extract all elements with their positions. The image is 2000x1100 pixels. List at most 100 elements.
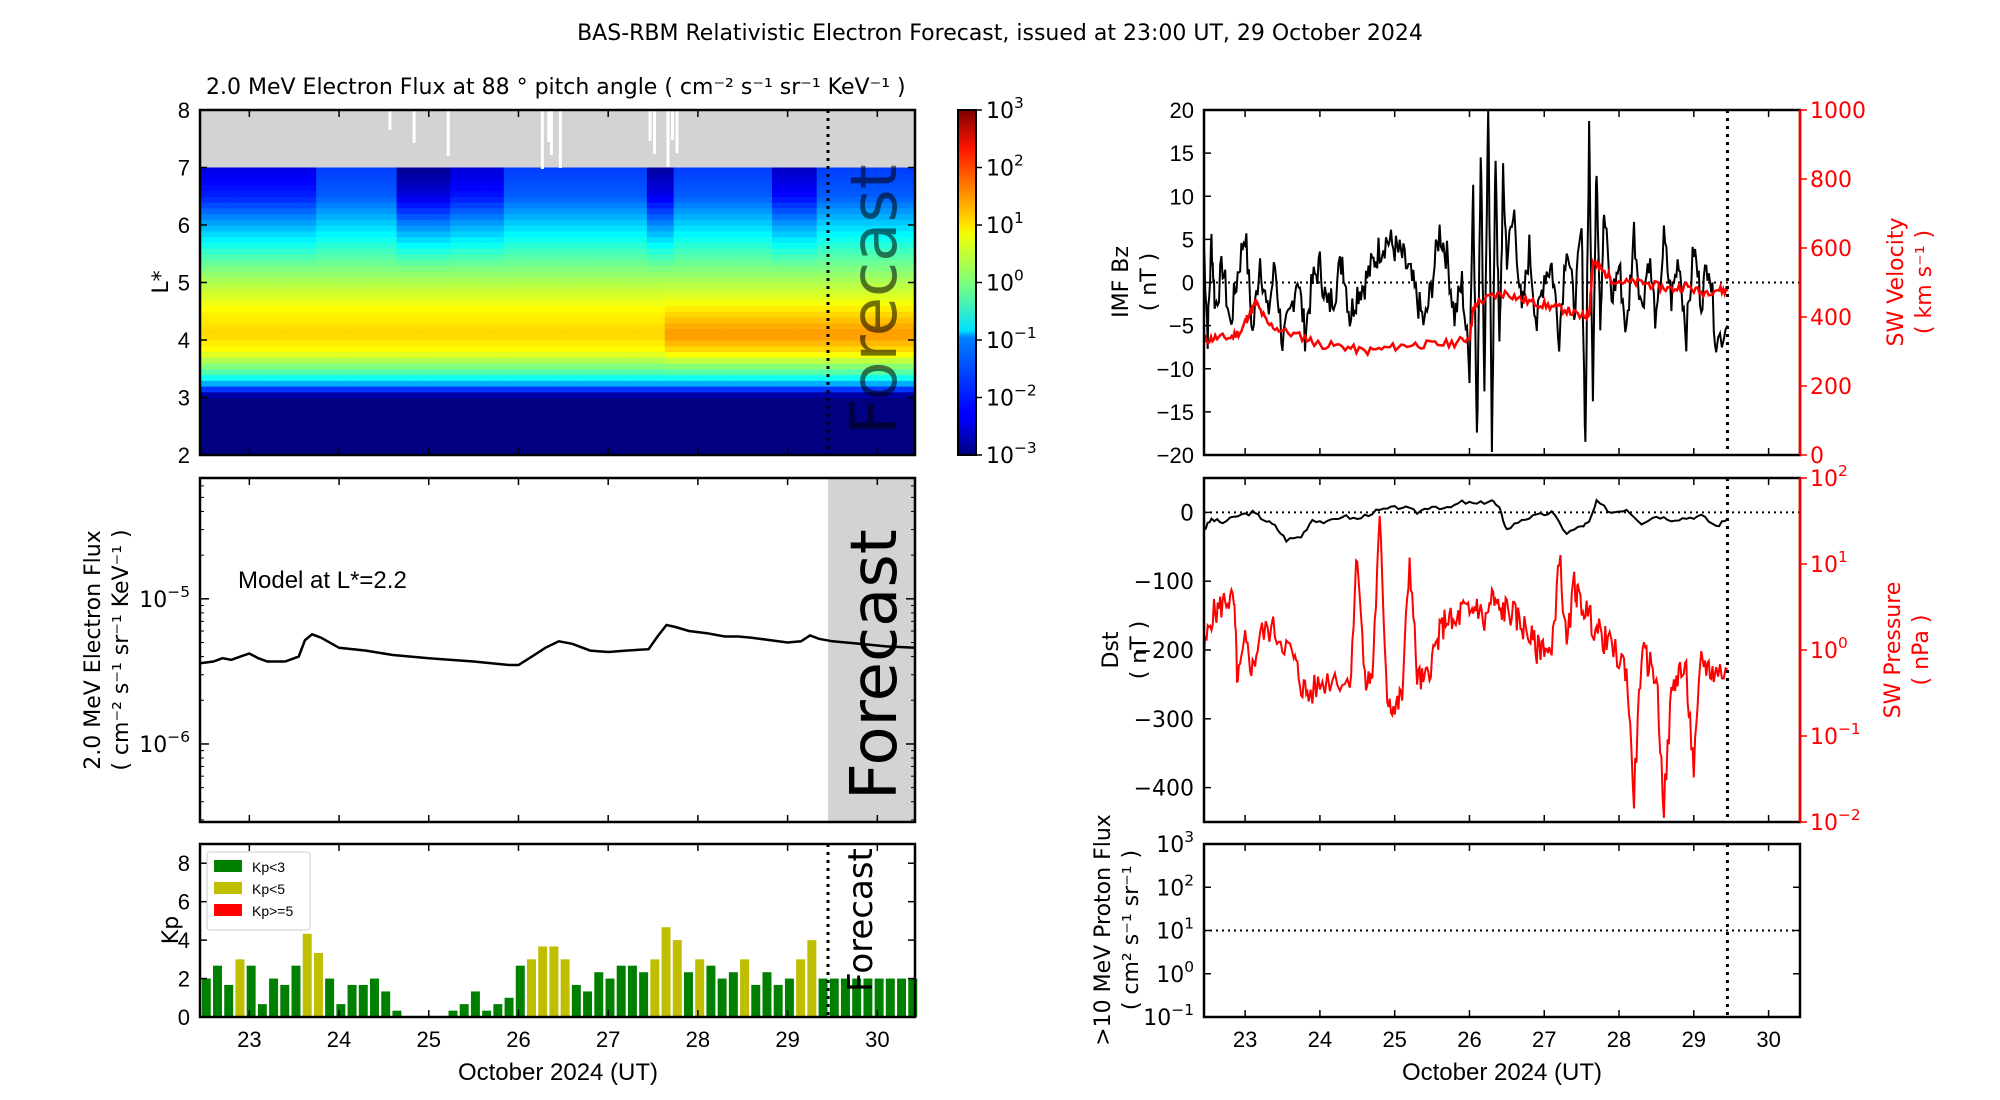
heatmap-cell	[468, 225, 478, 232]
heatmap-cell	[807, 253, 818, 261]
heatmap-cell	[682, 225, 693, 232]
heatmap-cell	[780, 357, 791, 364]
heatmap-cell	[870, 202, 880, 209]
kp-bar	[336, 1004, 346, 1017]
heatmap-cell	[539, 179, 550, 186]
heatmap-cell	[709, 426, 719, 433]
heatmap-cell	[468, 432, 478, 439]
heatmap-cell	[807, 311, 818, 318]
heatmap-cell	[834, 409, 845, 416]
heatmap-cell	[307, 173, 317, 180]
heatmap-cell	[459, 230, 469, 238]
heatmap-cell	[807, 276, 818, 284]
heatmap-cell	[253, 196, 264, 203]
heatmap-cell	[235, 259, 246, 266]
heatmap-cell	[727, 305, 737, 312]
heatmap-cell	[888, 432, 898, 439]
heatmap-cell	[298, 311, 308, 318]
heatmap-cell	[673, 294, 684, 301]
heatmap-cell	[217, 207, 228, 215]
heatmap-cell	[861, 409, 871, 416]
heatmap-cell	[879, 328, 889, 335]
heatmap-cell	[253, 334, 264, 341]
heatmap-cell	[289, 311, 299, 318]
heatmap-cell	[316, 167, 326, 174]
y-tick-label-exp: 3	[1184, 828, 1194, 846]
heatmap-cell	[861, 432, 871, 439]
heatmap-cell	[217, 409, 228, 416]
heatmap-cell	[879, 322, 889, 330]
heatmap-cell	[316, 357, 326, 364]
heatmap-cell	[789, 294, 800, 301]
heatmap-cell	[200, 248, 210, 255]
heatmap-cell	[244, 271, 255, 278]
heatmap-cell	[575, 225, 585, 232]
heatmap-cell	[611, 288, 621, 295]
heatmap-cell	[414, 351, 425, 358]
heatmap-cell	[468, 374, 478, 381]
legend-label: Kp>=5	[252, 903, 293, 919]
heatmap-cell	[646, 414, 657, 422]
heatmap-cell	[280, 391, 290, 399]
heatmap-cell	[682, 248, 693, 255]
heatmap-cell	[423, 391, 433, 399]
heatmap-cell	[280, 374, 290, 381]
heatmap-cell	[486, 242, 496, 249]
heatmap-cell	[870, 242, 880, 249]
heatmap-cell	[745, 190, 755, 197]
heatmap-cell	[852, 190, 862, 197]
heatmap-cell	[477, 294, 487, 301]
heatmap-cell	[226, 276, 237, 284]
heatmap-cell	[334, 225, 344, 232]
kp-bar	[246, 965, 256, 1017]
heatmap-cell	[378, 242, 389, 249]
heatmap-cell	[646, 322, 657, 330]
heatmap-cell	[351, 253, 362, 261]
heatmap-cell	[593, 271, 603, 278]
heatmap-cell	[441, 449, 451, 456]
heatmap-cell	[208, 213, 219, 220]
heatmap-cell	[405, 236, 416, 243]
heatmap-cell	[200, 334, 210, 341]
heatmap-cell	[423, 265, 433, 272]
heatmap-cell	[709, 357, 719, 364]
heatmap-cell	[486, 225, 496, 232]
heatmap-cell	[584, 368, 594, 376]
heatmap-cell	[396, 202, 407, 209]
heatmap-cell	[700, 317, 711, 324]
heatmap-cell	[709, 414, 719, 422]
heatmap-cell	[334, 363, 344, 370]
heatmap-cell	[378, 391, 389, 399]
heatmap-cell	[816, 202, 827, 209]
heatmap-cell	[834, 322, 845, 330]
heatmap-cell	[280, 368, 290, 376]
heatmap-cell	[423, 230, 433, 238]
heatmap-cell	[334, 219, 344, 226]
heatmap-cell	[861, 282, 871, 289]
heatmap-cell	[343, 207, 353, 215]
heatmap-cell	[530, 363, 541, 370]
heatmap-cell	[200, 414, 210, 422]
heatmap-cell	[539, 368, 550, 376]
data-gap-streak	[558, 110, 562, 168]
heatmap-cell	[253, 259, 264, 266]
heatmap-cell	[637, 443, 648, 450]
heatmap-cell	[709, 219, 719, 226]
heatmap-cell	[834, 299, 845, 307]
heatmap-cell	[602, 184, 612, 192]
heatmap-cell	[852, 259, 862, 266]
heatmap-cell	[378, 328, 389, 335]
heatmap-cell	[244, 311, 255, 318]
heatmap-cell	[360, 299, 371, 307]
heatmap-cell	[584, 443, 594, 450]
heatmap-cell	[208, 443, 219, 450]
heatmap-cell	[334, 380, 344, 387]
heatmap-cell	[566, 374, 576, 381]
heatmap-cell	[861, 190, 871, 197]
heatmap-cell	[861, 420, 871, 427]
heatmap-cell	[530, 276, 541, 284]
heatmap-cell	[253, 167, 264, 174]
heatmap-cell	[557, 305, 568, 312]
heatmap-cell	[334, 288, 344, 295]
